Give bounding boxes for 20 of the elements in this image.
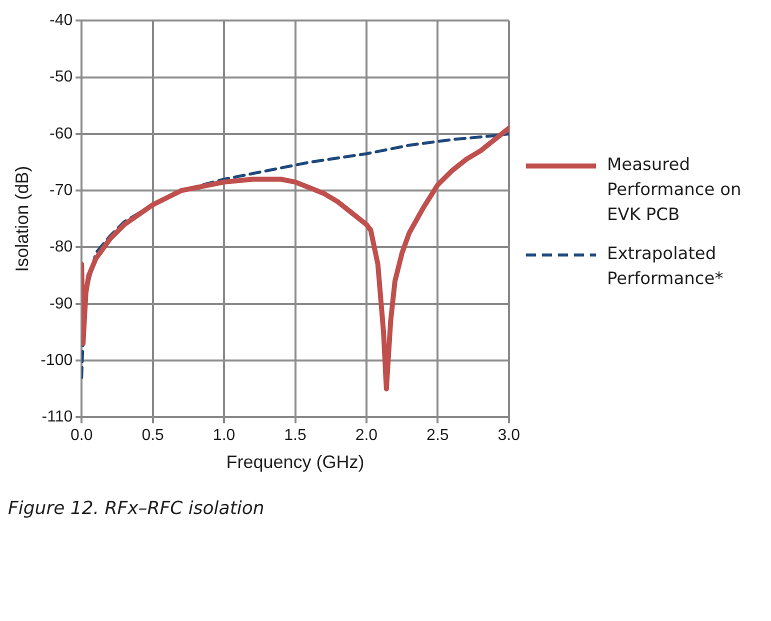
legend-label: Measured Performance on EVK PCB [607,154,742,227]
x-tick-label: 2.0 [355,427,378,444]
x-tick-label: 0.5 [142,427,164,444]
x-tick-label: 3.0 [498,427,520,444]
y-tick-label: -40 [50,12,73,30]
y-tick-label: -60 [50,125,73,142]
legend-label: Extrapolated Performance* [607,243,724,291]
y-tick-label: -110 [42,408,73,426]
y-tick-label: -90 [50,295,73,312]
y-tick-label: -80 [50,238,73,256]
y-axis-title: Isolation (dB) [12,166,32,272]
x-tick-label: 1.0 [212,427,236,444]
y-tick-label: -50 [50,68,73,86]
y-tick-label: -100 [40,352,73,369]
x-tick-label: 0.0 [70,427,93,444]
x-axis-title: Frequency (GHz) [226,452,364,472]
x-tick-label: 2.5 [426,427,449,444]
x-tick-label: 1.5 [284,427,306,444]
y-tick-label: -70 [50,182,73,199]
caption: Figure 12. RFx–RFC isolation [8,498,266,519]
